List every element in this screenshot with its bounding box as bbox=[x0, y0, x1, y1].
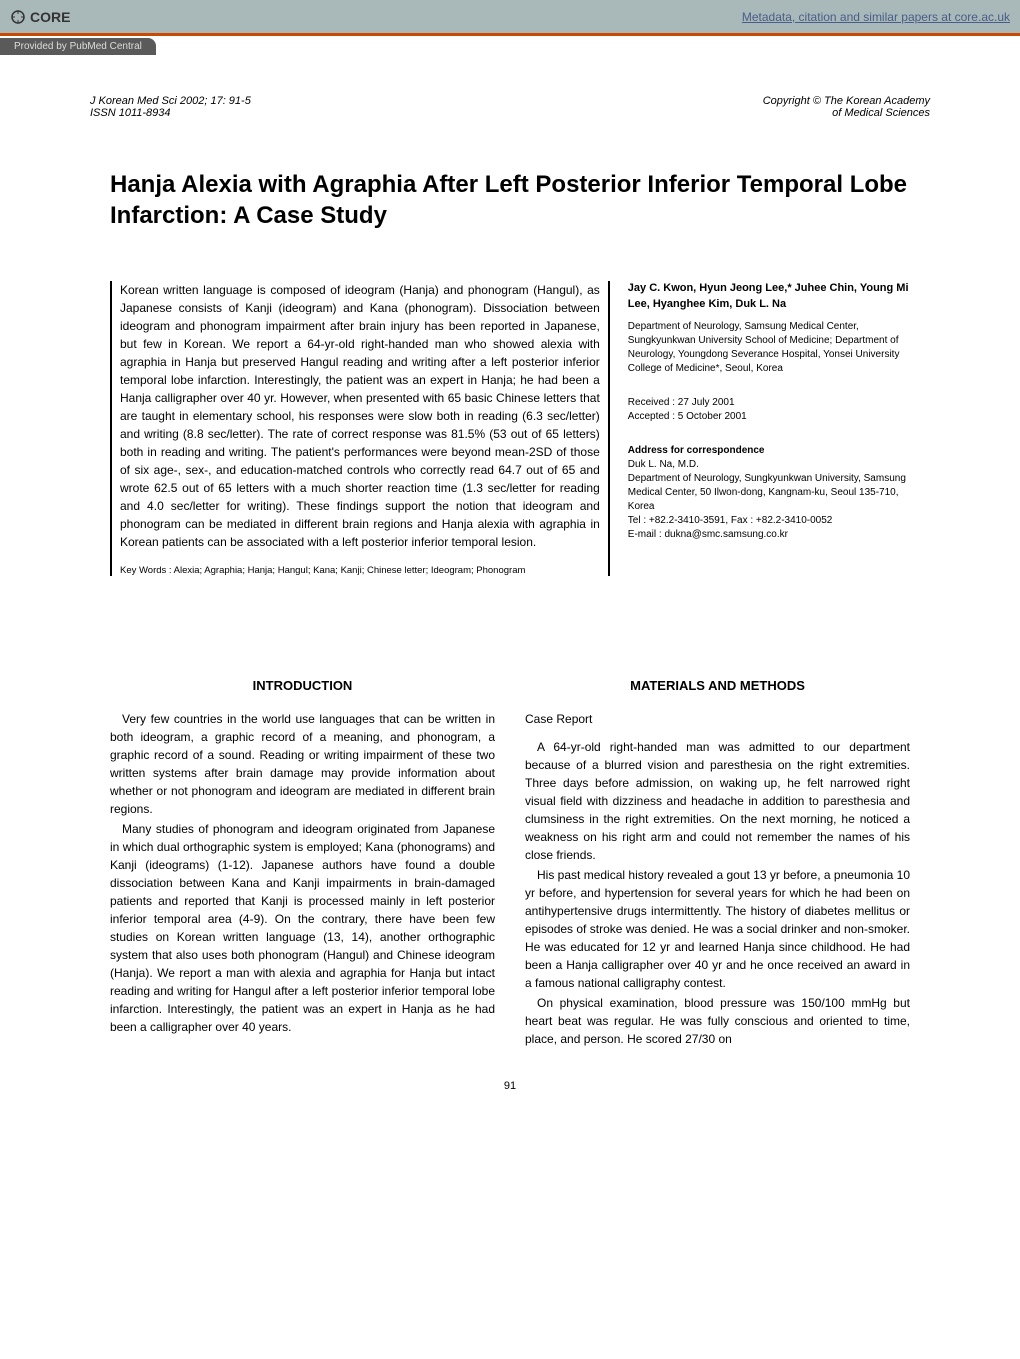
abstract-text: Korean written language is composed of i… bbox=[120, 281, 600, 551]
author-info-column: Jay C. Kwon, Hyun Jeong Lee,* Juhee Chin… bbox=[628, 281, 910, 576]
received-date: Received : 27 July 2001 bbox=[628, 396, 910, 410]
copyright-line2: of Medical Sciences bbox=[763, 107, 930, 119]
authors: Jay C. Kwon, Hyun Jeong Lee,* Juhee Chin… bbox=[628, 281, 910, 312]
core-metadata-link[interactable]: Metadata, citation and similar papers at… bbox=[742, 10, 1010, 24]
page-content: J Korean Med Sci 2002; 17: 91-5 ISSN 101… bbox=[0, 55, 1020, 1122]
journal-citation: J Korean Med Sci 2002; 17: 91-5 ISSN 101… bbox=[90, 95, 251, 119]
introduction-heading: INTRODUCTION bbox=[110, 676, 495, 696]
core-banner: CORE Metadata, citation and similar pape… bbox=[0, 0, 1020, 36]
correspondence-block: Address for correspondence Duk L. Na, M.… bbox=[628, 444, 910, 542]
case-report-subheading: Case Report bbox=[525, 710, 910, 728]
dates-block: Received : 27 July 2001 Accepted : 5 Oct… bbox=[628, 396, 910, 424]
journal-copyright: Copyright © The Korean Academy of Medica… bbox=[763, 95, 930, 119]
core-logo: CORE bbox=[10, 9, 70, 25]
article-title: Hanja Alexia with Agraphia After Left Po… bbox=[90, 169, 930, 231]
methods-p3: On physical examination, blood pressure … bbox=[525, 994, 910, 1048]
methods-p1: A 64-yr-old right-handed man was admitte… bbox=[525, 738, 910, 864]
correspondence-details: Department of Neurology, Sungkyunkwan Un… bbox=[628, 472, 910, 514]
methods-p2: His past medical history revealed a gout… bbox=[525, 866, 910, 992]
left-column: INTRODUCTION Very few countries in the w… bbox=[110, 676, 495, 1050]
journal-citation-line: J Korean Med Sci 2002; 17: 91-5 bbox=[90, 95, 251, 107]
core-icon bbox=[10, 9, 26, 25]
abstract-column: Korean written language is composed of i… bbox=[110, 281, 610, 576]
keywords: Key Words : Alexia; Agraphia; Hanja; Han… bbox=[120, 565, 600, 576]
journal-header: J Korean Med Sci 2002; 17: 91-5 ISSN 101… bbox=[90, 95, 930, 119]
body-columns: INTRODUCTION Very few countries in the w… bbox=[90, 676, 930, 1050]
affiliation: Department of Neurology, Samsung Medical… bbox=[628, 320, 910, 376]
accepted-date: Accepted : 5 October 2001 bbox=[628, 410, 910, 424]
methods-heading: MATERIALS AND METHODS bbox=[525, 676, 910, 696]
correspondence-email: E-mail : dukna@smc.samsung.co.kr bbox=[628, 528, 910, 542]
journal-issn: ISSN 1011-8934 bbox=[90, 107, 251, 119]
correspondence-header: Address for correspondence bbox=[628, 444, 910, 458]
correspondence-tel: Tel : +82.2-3410-3591, Fax : +82.2-3410-… bbox=[628, 514, 910, 528]
correspondence-name: Duk L. Na, M.D. bbox=[628, 458, 910, 472]
intro-p1: Very few countries in the world use lang… bbox=[110, 710, 495, 818]
core-logo-text: CORE bbox=[30, 9, 70, 25]
abstract-block: Korean written language is composed of i… bbox=[90, 281, 930, 576]
right-column: MATERIALS AND METHODS Case Report A 64-y… bbox=[525, 676, 910, 1050]
intro-p2: Many studies of phonogram and ideogram o… bbox=[110, 820, 495, 1036]
copyright-line1: Copyright © The Korean Academy bbox=[763, 95, 930, 107]
page-number: 91 bbox=[90, 1080, 930, 1092]
core-provider-label: Provided by PubMed Central bbox=[0, 38, 156, 55]
